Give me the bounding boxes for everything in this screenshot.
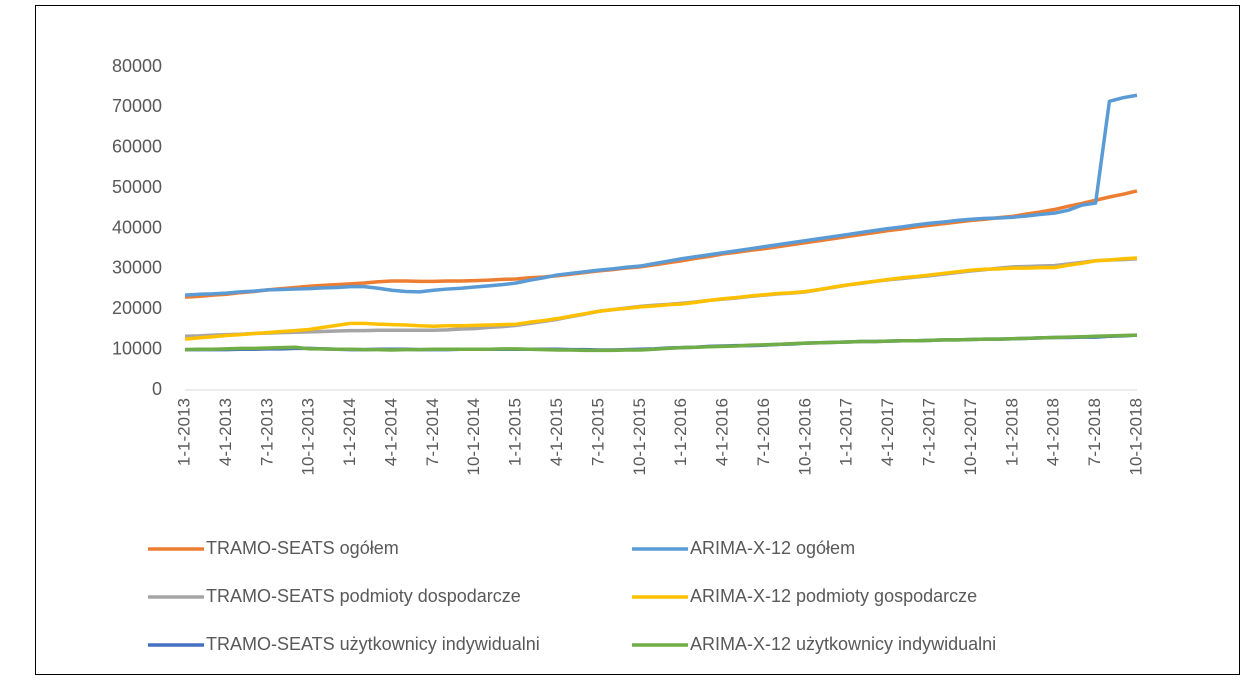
x-tick-label: 4-1-2016 [713, 398, 732, 466]
x-tick-label: 4-1-2013 [216, 398, 235, 466]
y-tick-label: 20000 [112, 298, 162, 318]
x-tick-label: 1-1-2018 [1002, 398, 1021, 466]
x-tick-label: 7-1-2015 [588, 398, 607, 466]
y-tick-label: 70000 [112, 96, 162, 116]
x-tick-label: 10-1-2018 [1126, 398, 1145, 476]
series-line [184, 93, 1138, 297]
x-tick-label: 10-1-2013 [299, 398, 318, 476]
y-tick-label: 30000 [112, 258, 162, 278]
y-tick-label: 80000 [112, 56, 162, 76]
x-tick-label: 7-1-2017 [920, 398, 939, 466]
x-tick-label: 4-1-2015 [547, 398, 566, 466]
y-tick-label: 60000 [112, 137, 162, 157]
x-tick-label: 7-1-2013 [257, 398, 276, 466]
x-tick-label: 1-1-2016 [671, 398, 690, 466]
x-tick-label: 10-1-2017 [961, 398, 980, 476]
y-tick-label: 50000 [112, 177, 162, 197]
legend-label: ARIMA-X-12 użytkownicy indywidualni [690, 634, 996, 654]
legend-label: TRAMO-SEATS użytkownicy indywidualni [206, 634, 540, 654]
legend-label: ARIMA-X-12 ogółem [690, 538, 855, 558]
x-tick-label: 4-1-2014 [381, 398, 400, 466]
series-line [184, 333, 1138, 353]
x-tick-label: 1-1-2015 [506, 398, 525, 466]
chart-frame [35, 5, 1240, 675]
legend-label: TRAMO-SEATS ogółem [206, 538, 399, 558]
series-line [184, 256, 1138, 341]
x-tick-label: 10-1-2016 [795, 398, 814, 476]
x-tick-label: 10-1-2014 [464, 398, 483, 476]
x-tick-label: 1-1-2017 [837, 398, 856, 466]
y-tick-label: 0 [152, 379, 162, 399]
x-tick-label: 7-1-2016 [754, 398, 773, 466]
legend-label: TRAMO-SEATS podmioty dospodarcze [206, 586, 521, 606]
x-tick-label: 7-1-2018 [1085, 398, 1104, 466]
x-tick-label: 4-1-2018 [1044, 398, 1063, 466]
x-tick-label: 1-1-2014 [340, 398, 359, 466]
legend-label: ARIMA-X-12 podmioty gospodarcze [690, 586, 977, 606]
y-tick-label: 40000 [112, 217, 162, 237]
x-tick-label: 10-1-2015 [630, 398, 649, 476]
y-tick-label: 10000 [112, 338, 162, 358]
x-tick-label: 1-1-2013 [174, 398, 193, 466]
x-tick-label: 7-1-2014 [423, 398, 442, 466]
x-tick-label: 4-1-2017 [878, 398, 897, 466]
